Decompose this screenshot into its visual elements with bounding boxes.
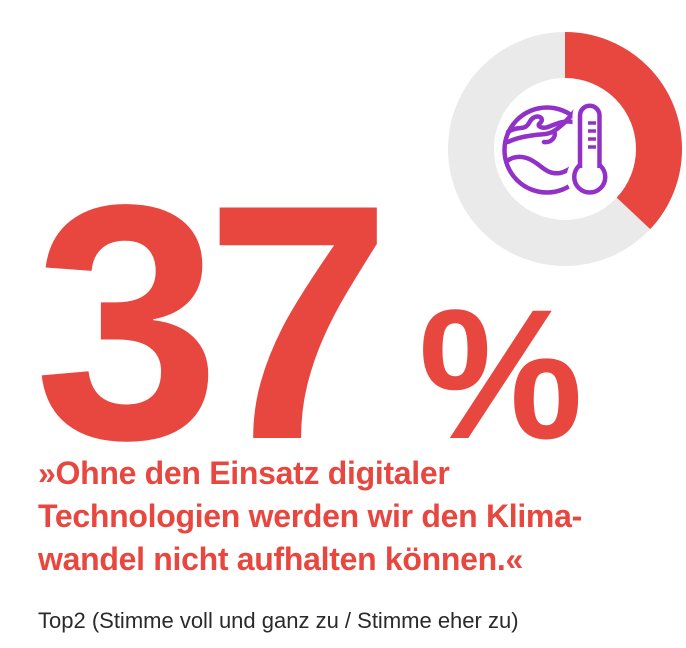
thermometer-ticks <box>588 121 596 149</box>
quote-line: »Ohne den Einsatz digitaler <box>38 455 450 491</box>
globe-thermometer-icon <box>502 98 609 200</box>
donut-chart <box>448 32 682 266</box>
continent-diagonal <box>505 108 578 145</box>
quote-line: Technologien werden wir den Klima- <box>38 498 582 534</box>
continent-north <box>505 114 576 135</box>
stat-group: 37% <box>34 155 583 490</box>
donut-arc <box>448 32 682 266</box>
continent-hook <box>541 128 557 145</box>
stat-value: 37 <box>34 135 392 509</box>
thermometer-stem <box>577 103 602 168</box>
donut-ring <box>448 32 682 266</box>
stat-unit: % <box>418 272 583 478</box>
footnote: Top2 (Stimme voll und ganz zu / Stimme e… <box>38 608 519 633</box>
quote-line: wandel nicht aufhalten können.« <box>38 541 523 577</box>
quote-text: »Ohne den Einsatz digitaler Technologien… <box>38 452 582 581</box>
